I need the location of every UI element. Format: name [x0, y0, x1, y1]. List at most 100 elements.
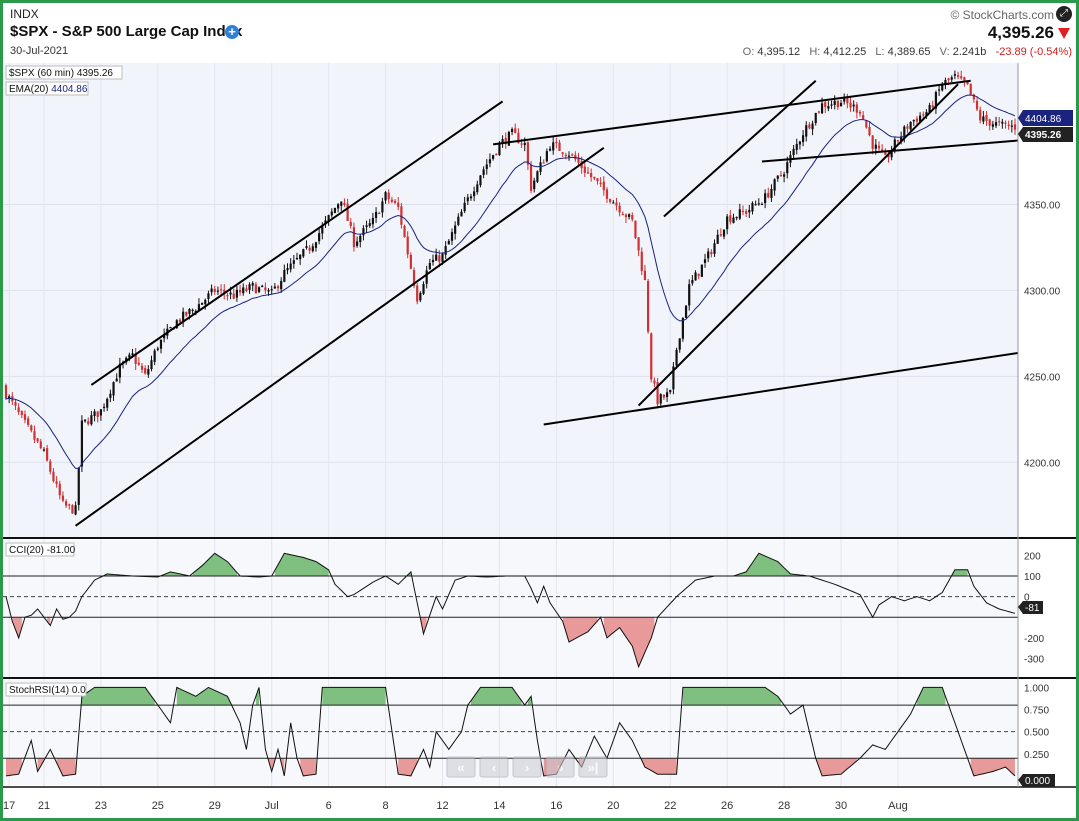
candle [529, 165, 533, 191]
candle [109, 393, 112, 398]
chart-frame: INDX $SPX - S&P 500 Large Cap Index + 30… [3, 3, 1076, 818]
candle [368, 223, 371, 226]
candle [175, 320, 178, 329]
exchange-label: INDX [10, 7, 39, 21]
candle [928, 105, 931, 113]
candle [583, 166, 586, 173]
candle [893, 139, 896, 151]
candle [77, 467, 80, 505]
candle [251, 283, 254, 286]
candle [545, 151, 548, 162]
candle [58, 483, 61, 496]
candle [210, 288, 213, 293]
chart-area[interactable]: 4200.00 4250.00 4300.00 4350.00 17 21 23 25 29 Ju… [3, 61, 1076, 818]
stochrsi-panel [3, 686, 1018, 777]
candle [428, 262, 431, 270]
candle [99, 409, 102, 416]
last-icon[interactable] [545, 756, 575, 778]
svg-text:CCI(20) -81.00: CCI(20) -81.00 [9, 545, 76, 556]
volume-value: 2.241b [952, 46, 987, 58]
cci-panel-bg [3, 540, 1018, 677]
cci-last-tag: -81 [1018, 601, 1043, 614]
candle [283, 269, 286, 282]
prev-icon[interactable] [479, 756, 509, 778]
candle [979, 109, 982, 121]
candle [159, 339, 163, 349]
candle [681, 318, 684, 339]
candle [422, 283, 425, 294]
next-icon-glyph: › [525, 760, 529, 775]
candle [352, 227, 356, 248]
candle [941, 85, 944, 91]
ema-line [5, 94, 1016, 469]
candle [245, 288, 248, 291]
candle [102, 406, 106, 408]
candle [182, 311, 185, 323]
price-panel-bg [3, 63, 1018, 538]
candle [479, 175, 482, 186]
candle [4, 385, 8, 399]
candle [852, 104, 855, 107]
svg-text:EMA(20) 4404.86: EMA(20) 4404.86 [9, 84, 88, 95]
candle [966, 81, 969, 85]
oversold-fill [562, 617, 598, 642]
candle [694, 272, 697, 281]
trendline [663, 80, 817, 218]
candle [14, 402, 17, 406]
candle [257, 287, 261, 292]
candle [536, 171, 539, 182]
candle [229, 292, 232, 295]
candle [327, 215, 330, 222]
candle [656, 382, 659, 405]
candle [801, 135, 805, 143]
candle [169, 327, 172, 329]
ema-series-value: 4404.86 [51, 84, 88, 95]
x-tick-label: 20 [607, 800, 619, 812]
candle [814, 112, 817, 124]
candle [839, 102, 843, 107]
candle [178, 319, 182, 323]
candle [71, 505, 74, 514]
last-price: 4,395.26 [987, 23, 1054, 42]
candle [476, 184, 479, 193]
candle [884, 151, 887, 155]
open-label: O: [742, 46, 755, 58]
oversold-fill [641, 758, 677, 775]
candle [539, 162, 542, 172]
candle [770, 188, 773, 198]
candle [514, 128, 517, 134]
candle [321, 225, 324, 234]
add-symbol-icon[interactable]: + [225, 25, 239, 39]
overbought-fill [274, 553, 329, 576]
candle [292, 260, 295, 264]
candle [982, 116, 985, 122]
candle [267, 290, 270, 292]
candle [637, 237, 640, 251]
candle [760, 203, 764, 206]
candle [609, 199, 612, 202]
candle [754, 204, 757, 206]
stochrsi-value: 0.0 [72, 685, 86, 696]
stochrsi-tick-label: 0.750 [1024, 706, 1049, 717]
candle [457, 216, 460, 225]
oversold-fill [970, 758, 1015, 776]
price-panel [4, 70, 1018, 527]
candle [836, 100, 839, 108]
candle [112, 382, 115, 396]
candle [691, 280, 694, 284]
candle [767, 192, 770, 198]
candle [276, 286, 280, 289]
candle [890, 150, 893, 158]
overbought-fill [682, 687, 781, 706]
next-icon[interactable] [512, 756, 542, 778]
candle [665, 392, 669, 398]
candle [707, 251, 710, 259]
price-series-name: $SPX (60 min) [9, 68, 74, 79]
candle [596, 178, 599, 182]
candle [23, 414, 27, 420]
first-icon[interactable] [446, 756, 476, 778]
x-tick-label: 22 [664, 800, 676, 812]
end-icon[interactable] [578, 756, 608, 778]
oversold-fill [268, 758, 275, 772]
candle [764, 193, 767, 204]
